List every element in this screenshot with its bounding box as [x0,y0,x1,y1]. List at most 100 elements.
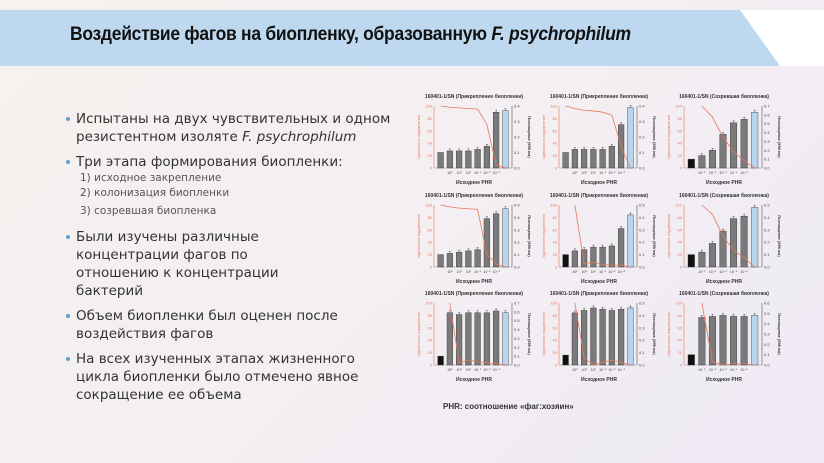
x-axis-label: Исходное PHR [581,377,617,383]
svg-text:10²: 10² [572,270,578,274]
bar [571,149,578,169]
sub-item: 2) колонизация биопленки [80,187,230,199]
svg-text:0.5: 0.5 [514,318,520,323]
inhibition-line [565,105,631,169]
svg-text:0.0: 0.0 [639,363,645,368]
svg-text:10⁻¹: 10⁻¹ [698,270,706,274]
bar [740,215,748,268]
bar [474,249,481,268]
svg-text:10¹: 10¹ [582,270,588,274]
svg-text:Поглощение (595 нм): Поглощение (595 нм) [652,116,657,158]
bar [730,122,738,169]
svg-text:40: 40 [553,240,558,245]
svg-text:10⁻²: 10⁻² [709,368,717,372]
slide-title: Воздействие фагов на биопленку, образова… [70,24,631,46]
bullet-list: Испытаны на двух чувствительных и одном … [66,110,406,411]
bar [590,149,597,169]
title-main: Воздействие фагов на биопленку, образова… [70,24,492,45]
svg-text:0.1: 0.1 [639,150,645,155]
svg-text:10⁰: 10⁰ [466,368,472,372]
svg-text:40: 40 [428,240,433,245]
title-band [0,10,780,66]
svg-text:10²: 10² [447,368,453,372]
chart-title: 160401-1/SN (Созревшая биопленка) [679,193,769,199]
svg-text:100: 100 [425,203,432,208]
bar [708,150,716,169]
bar [740,316,748,366]
bullet-text: На всех изученных этапах жизненного цикл… [76,351,359,403]
svg-text:0.3: 0.3 [764,139,770,144]
svg-text:0.0: 0.0 [764,166,770,171]
svg-text:20: 20 [553,153,558,158]
svg-text:Поглощение (595 нм): Поглощение (595 нм) [777,215,782,257]
svg-text:10⁻²: 10⁻² [483,270,491,274]
svg-text:0: 0 [555,265,558,270]
bar [608,245,615,268]
svg-text:10⁰: 10⁰ [466,270,472,274]
chart-title: 160401-1/SN (Прикрепление биопленки) [424,291,524,297]
bar [687,354,695,366]
chart-panel: 0 20 40 60 80 100 Идеальное подавление 0.0 0.1 0.… [662,92,786,188]
svg-text:10⁻³: 10⁻³ [618,171,626,175]
bullet-item: Три этапа формирования биопленки: [66,153,406,171]
svg-text:40: 40 [678,141,683,146]
svg-text:40: 40 [428,338,433,343]
bullet-text: Объем биопленки был оценен после воздейс… [76,308,338,342]
chart-panel: 0 20 40 60 80 100 Идеальное подавление 0.0 0.1 0.… [537,191,661,287]
bullet-item: Объем биопленки был оценен после воздейс… [66,307,356,343]
svg-text:0.2: 0.2 [514,240,520,245]
svg-text:20: 20 [428,252,433,257]
svg-text:10⁻³: 10⁻³ [719,270,727,274]
inhibition-line [440,105,506,169]
svg-text:0.1: 0.1 [639,350,645,355]
bar [730,316,738,366]
bar [708,243,716,268]
bar [730,218,738,268]
svg-text:10⁻¹: 10⁻¹ [698,368,706,372]
bar [687,254,695,268]
footnote: PHR: соотношение «фаг:хозяин» [443,402,574,411]
svg-text:40: 40 [678,240,683,245]
bar [456,314,463,366]
svg-text:0.4: 0.4 [764,130,770,135]
svg-text:10⁻¹: 10⁻¹ [474,171,482,175]
x-axis-label: Исходное PHR [581,180,617,186]
svg-text:60: 60 [428,325,433,330]
chart-svg: 0 20 40 60 80 100 Идеальное подавление 0.0 0.1 0.… [541,104,657,176]
sub-item: 3) созревшая биопленка [80,205,217,217]
svg-text:0.1: 0.1 [639,252,645,257]
svg-text:10⁰: 10⁰ [591,270,597,274]
svg-text:10⁻¹: 10⁻¹ [599,368,607,372]
svg-text:Идеальное подавление: Идеальное подавление [666,213,671,258]
bar [493,310,500,366]
bar [562,152,569,169]
svg-text:0.5: 0.5 [764,203,770,208]
svg-text:10⁻³: 10⁻³ [493,270,501,274]
chart-panel: 0 20 40 60 80 100 Идеальное подавление 0.0 0.1 0.… [537,289,661,385]
svg-text:80: 80 [678,313,683,318]
inhibition-line [574,204,631,268]
svg-text:0.2: 0.2 [514,135,520,140]
svg-text:0.5: 0.5 [639,203,645,208]
svg-text:10⁻⁴: 10⁻⁴ [730,171,738,175]
svg-text:0.1: 0.1 [514,252,520,257]
svg-text:0.5: 0.5 [639,301,645,306]
svg-text:Поглощение (595 нм): Поглощение (595 нм) [527,116,532,158]
x-axis-label: Исходное PHR [456,377,492,383]
svg-text:10⁻¹: 10⁻¹ [698,171,706,175]
inhibition-line [701,302,755,366]
svg-text:10¹: 10¹ [457,368,463,372]
svg-text:40: 40 [678,338,683,343]
chart-title: 160401-1/SN (Прикрепление биопленки) [424,193,524,199]
bar [571,312,578,366]
bar [446,253,453,268]
x-axis-label: Исходное PHR [456,180,492,186]
svg-text:0: 0 [430,166,433,171]
bar [627,307,634,366]
svg-text:0.0: 0.0 [764,363,770,368]
svg-text:0.3: 0.3 [514,119,520,124]
bar [590,307,597,366]
bar [608,310,615,366]
bar [502,312,509,366]
svg-text:60: 60 [428,128,433,133]
